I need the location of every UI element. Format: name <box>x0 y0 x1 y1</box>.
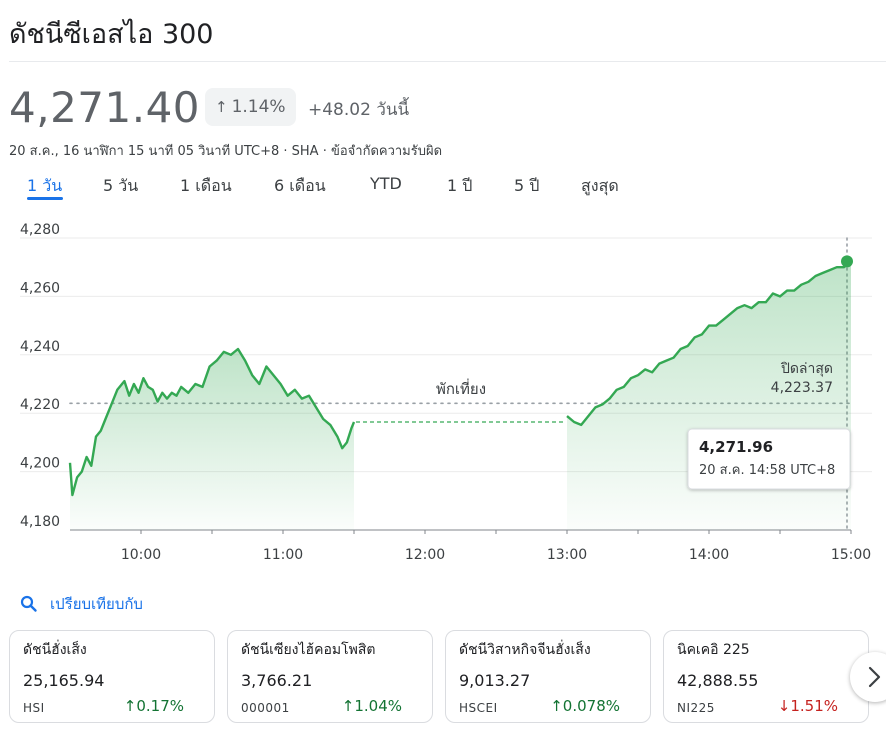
x-tick-label: 14:00 <box>689 547 729 563</box>
lunch-break-label: พักเที่ยง <box>436 378 486 398</box>
compare-card-ni225[interactable]: นิคเคอิ 225 42,888.55 NI225 ↓1.51% <box>663 630 869 723</box>
tooltip-value: 4,271.96 <box>699 438 773 456</box>
chart-tooltip: 4,271.96 20 ส.ค. 14:58 UTC+8 <box>687 428 851 490</box>
x-tick-label: 11:00 <box>263 547 303 563</box>
arrow-up-icon: ↑ <box>215 98 228 116</box>
prev-close-value: 4,223.37 <box>771 380 833 396</box>
arrow-up-icon: ↑ <box>550 697 563 715</box>
change-percent-badge: ↑ 1.14% <box>205 88 296 126</box>
card-change: ↑0.17% <box>124 697 184 715</box>
tooltip-time: 20 ส.ค. 14:58 UTC+8 <box>699 463 835 478</box>
compare-button[interactable]: เปรียบเทียบกับ <box>20 592 143 616</box>
card-name: ดัชนีฮั่งเส็ง <box>23 642 87 658</box>
quote-meta: 20 ส.ค., 16 นาฬิกา 15 นาที 05 วินาที UTC… <box>9 144 443 159</box>
page-title: ดัชนีซีเอสไอ 300 <box>9 19 214 50</box>
y-tick-label: 4,180 <box>20 514 60 530</box>
search-icon <box>20 595 37 612</box>
x-tick-label: 12:00 <box>405 547 445 563</box>
compare-card-hsi[interactable]: ดัชนีฮั่งเส็ง 25,165.94 HSI ↑0.17% <box>9 630 215 723</box>
prev-close-label: ปิดล่าสุด <box>780 361 833 377</box>
x-tick-label: 10:00 <box>121 547 161 563</box>
y-tick-label: 4,200 <box>20 456 60 472</box>
card-change-value: 1.04% <box>354 697 402 715</box>
card-value: 9,013.27 <box>459 671 531 690</box>
tab-5-days[interactable]: 5 วัน <box>103 176 139 195</box>
y-tick-label: 4,240 <box>20 339 60 355</box>
tab-max[interactable]: สูงสุด <box>581 176 619 195</box>
tab-1-month[interactable]: 1 เดือน <box>180 176 232 195</box>
active-tab-indicator <box>27 197 63 200</box>
x-tick-label: 15:00 <box>831 547 871 563</box>
last-point-marker <box>841 255 853 268</box>
arrow-down-icon: ↓ <box>777 697 791 715</box>
compare-card-hscei[interactable]: ดัชนีวิสาหกิจจีนฮั่งเส็ง 9,013.27 HSCEI … <box>445 630 651 723</box>
card-ticker: 000001 <box>241 701 290 715</box>
tab-5-years[interactable]: 5 ปี <box>514 176 540 195</box>
compare-card-000001[interactable]: ดัชนีเซียงไฮ้คอมโพสิต 3,766.21 000001 ↑1… <box>227 630 433 723</box>
header-divider <box>9 61 886 62</box>
chart-axes: 4,180 4,200 4,220 4,240 4,260 4,280 10:00 11:00… <box>20 222 871 563</box>
tab-6-months[interactable]: 6 เดือน <box>274 176 326 195</box>
card-value: 25,165.94 <box>23 671 105 690</box>
y-tick-label: 4,280 <box>20 222 60 238</box>
card-change-value: 1.51% <box>790 697 838 715</box>
card-value: 3,766.21 <box>241 671 313 690</box>
next-cards-button[interactable] <box>850 652 886 702</box>
card-ticker: HSI <box>23 701 45 715</box>
arrow-up-icon: ↑ <box>123 697 137 715</box>
card-name: ดัชนีเซียงไฮ้คอมโพสิต <box>241 642 376 658</box>
card-name: ดัชนีวิสาหกิจจีนฮั่งเส็ง <box>459 642 591 658</box>
chevron-right-icon <box>868 666 881 688</box>
card-ticker: NI225 <box>677 701 715 715</box>
range-tabs: 1 วัน 5 วัน 1 เดือน 6 เดือน YTD 1 ปี 5 ป… <box>0 174 660 204</box>
chart-lines <box>68 255 853 497</box>
card-change: ↑0.078% <box>550 697 620 715</box>
tab-1-year[interactable]: 1 ปี <box>447 176 473 195</box>
compare-label: เปรียบเทียบกับ <box>50 595 143 613</box>
card-ticker: HSCEI <box>459 701 498 715</box>
y-tick-label: 4,260 <box>20 280 60 296</box>
price-chart[interactable]: 4,180 4,200 4,220 4,240 4,260 4,280 10:00 11:00… <box>0 222 886 580</box>
card-name: นิคเคอิ 225 <box>677 642 750 658</box>
morning-session-line <box>68 347 356 497</box>
card-change-value: 0.078% <box>562 697 620 715</box>
card-value: 42,888.55 <box>677 671 759 690</box>
tab-ytd[interactable]: YTD <box>370 174 402 193</box>
card-change: ↓1.51% <box>778 697 838 715</box>
arrow-up-icon: ↑ <box>341 697 355 715</box>
morning-session-area <box>70 349 354 530</box>
card-change-value: 0.17% <box>136 697 184 715</box>
tab-1-day[interactable]: 1 วัน <box>27 176 63 195</box>
x-tick-label: 13:00 <box>547 547 587 563</box>
y-tick-label: 4,220 <box>20 397 60 413</box>
afternoon-session-line <box>566 260 852 427</box>
change-absolute: +48.02 วันนี้ <box>308 100 410 120</box>
card-change: ↑1.04% <box>342 697 402 715</box>
current-price: 4,271.40 <box>9 83 201 132</box>
change-percent: 1.14% <box>231 97 286 117</box>
tooltip-box <box>687 428 851 490</box>
